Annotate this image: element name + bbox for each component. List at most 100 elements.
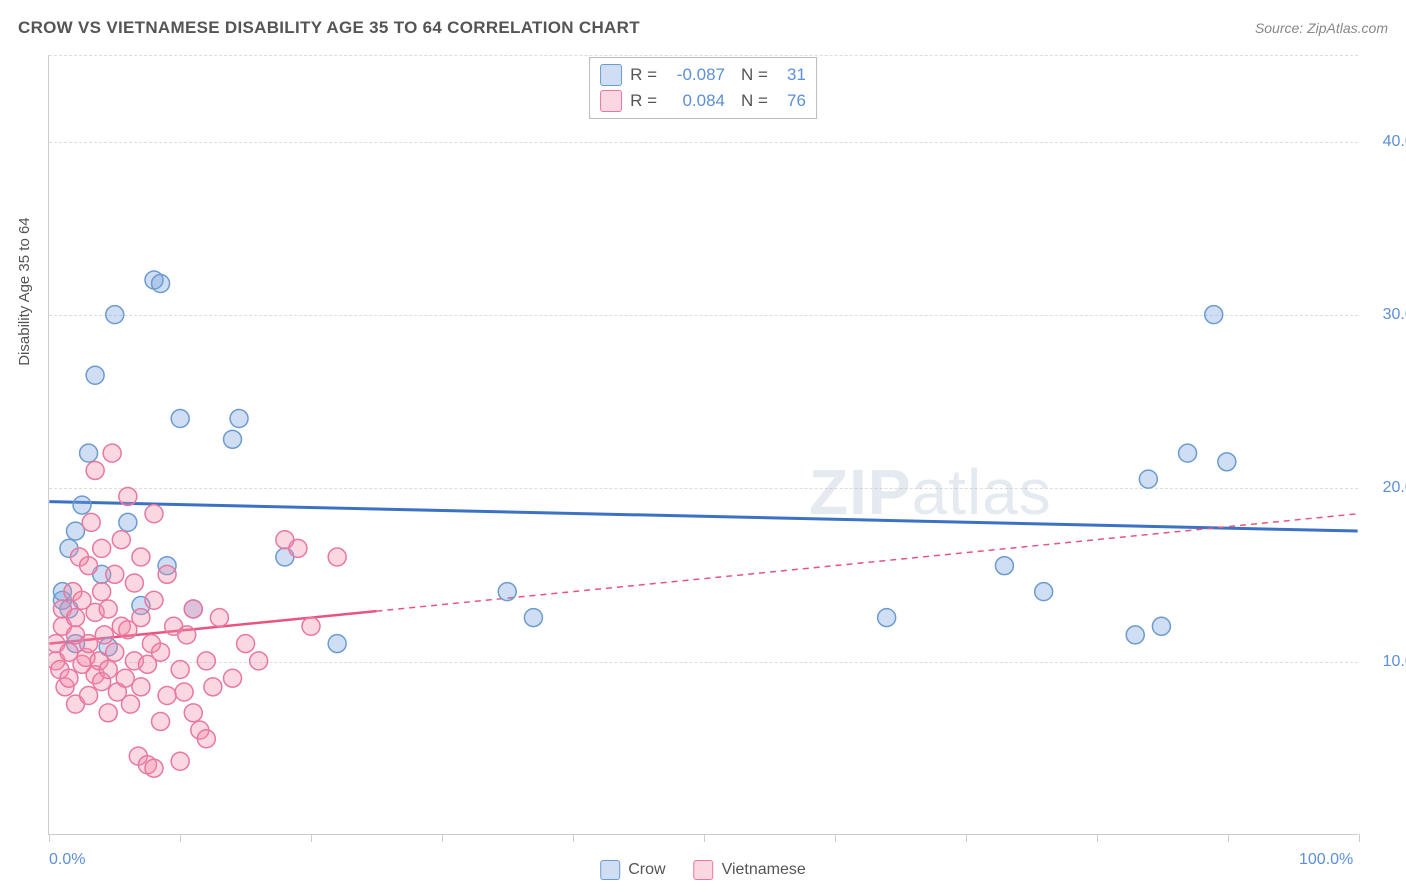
x-tick bbox=[1097, 834, 1098, 842]
r-value-crow: -0.087 bbox=[665, 65, 725, 85]
data-point-vietnamese bbox=[112, 531, 130, 549]
data-point-vietnamese bbox=[99, 704, 117, 722]
data-point-crow bbox=[1152, 617, 1170, 635]
y-axis-title: Disability Age 35 to 64 bbox=[16, 217, 33, 365]
x-tick bbox=[49, 834, 50, 842]
x-tick bbox=[573, 834, 574, 842]
data-point-vietnamese bbox=[178, 626, 196, 644]
swatch-crow-icon bbox=[600, 860, 620, 880]
data-point-vietnamese bbox=[93, 583, 111, 601]
swatch-vietnamese-icon bbox=[694, 860, 714, 880]
data-point-crow bbox=[1179, 444, 1197, 462]
data-point-vietnamese bbox=[80, 687, 98, 705]
data-point-crow bbox=[230, 410, 248, 428]
data-point-crow bbox=[1035, 583, 1053, 601]
data-point-vietnamese bbox=[171, 661, 189, 679]
legend-row-crow: R = -0.087 N = 31 bbox=[600, 62, 806, 88]
legend-series: Crow Vietnamese bbox=[600, 860, 806, 880]
y-tick-label: 20.0% bbox=[1368, 479, 1406, 497]
x-tick bbox=[442, 834, 443, 842]
data-point-vietnamese bbox=[204, 678, 222, 696]
data-point-crow bbox=[524, 609, 542, 627]
r-value-vietnamese: 0.084 bbox=[665, 91, 725, 111]
legend-correlation: R = -0.087 N = 31 R = 0.084 N = 76 bbox=[589, 57, 817, 119]
data-point-vietnamese bbox=[145, 505, 163, 523]
swatch-vietnamese bbox=[600, 90, 622, 112]
data-point-crow bbox=[498, 583, 516, 601]
data-point-vietnamese bbox=[80, 557, 98, 575]
x-tick bbox=[180, 834, 181, 842]
source-label: Source: ZipAtlas.com bbox=[1255, 20, 1388, 36]
x-tick-label: 100.0% bbox=[1299, 851, 1353, 869]
y-tick-label: 30.0% bbox=[1368, 306, 1406, 324]
data-point-vietnamese bbox=[132, 678, 150, 696]
plot-area: ZIPatlas 10.0%20.0%30.0%40.0%0.0%100.0% bbox=[48, 55, 1358, 835]
data-point-vietnamese bbox=[184, 600, 202, 618]
data-point-vietnamese bbox=[106, 565, 124, 583]
data-point-vietnamese bbox=[106, 643, 124, 661]
data-point-crow bbox=[171, 410, 189, 428]
data-point-vietnamese bbox=[145, 759, 163, 777]
data-point-vietnamese bbox=[99, 600, 117, 618]
data-point-vietnamese bbox=[197, 652, 215, 670]
swatch-crow bbox=[600, 64, 622, 86]
r-label: R = bbox=[630, 65, 657, 85]
y-tick-label: 10.0% bbox=[1368, 653, 1406, 671]
data-point-vietnamese bbox=[60, 669, 78, 687]
data-point-crow bbox=[1205, 306, 1223, 324]
x-tick bbox=[835, 834, 836, 842]
data-point-vietnamese bbox=[86, 461, 104, 479]
data-point-vietnamese bbox=[302, 617, 320, 635]
y-tick-label: 40.0% bbox=[1368, 133, 1406, 151]
data-point-vietnamese bbox=[224, 669, 242, 687]
x-tick bbox=[1359, 834, 1360, 842]
data-point-vietnamese bbox=[152, 712, 170, 730]
data-point-vietnamese bbox=[158, 565, 176, 583]
data-point-crow bbox=[119, 513, 137, 531]
data-point-crow bbox=[224, 430, 242, 448]
data-point-vietnamese bbox=[125, 574, 143, 592]
data-point-crow bbox=[878, 609, 896, 627]
data-point-vietnamese bbox=[158, 687, 176, 705]
data-point-crow bbox=[152, 275, 170, 293]
x-tick bbox=[966, 834, 967, 842]
data-point-crow bbox=[106, 306, 124, 324]
data-point-vietnamese bbox=[152, 643, 170, 661]
data-point-vietnamese bbox=[171, 752, 189, 770]
data-point-vietnamese bbox=[184, 704, 202, 722]
legend-item-vietnamese: Vietnamese bbox=[694, 860, 806, 880]
x-tick bbox=[311, 834, 312, 842]
n-label: N = bbox=[741, 65, 768, 85]
data-point-vietnamese bbox=[93, 539, 111, 557]
data-point-vietnamese bbox=[119, 487, 137, 505]
data-point-crow bbox=[1218, 453, 1236, 471]
x-tick bbox=[704, 834, 705, 842]
data-point-vietnamese bbox=[132, 548, 150, 566]
x-tick-label: 0.0% bbox=[49, 851, 85, 869]
data-point-vietnamese bbox=[95, 626, 113, 644]
r-label: R = bbox=[630, 91, 657, 111]
n-value-crow: 31 bbox=[776, 65, 806, 85]
data-point-vietnamese bbox=[210, 609, 228, 627]
data-point-vietnamese bbox=[103, 444, 121, 462]
data-point-vietnamese bbox=[99, 661, 117, 679]
data-point-vietnamese bbox=[250, 652, 268, 670]
data-point-crow bbox=[73, 496, 91, 514]
chart-title: CROW VS VIETNAMESE DISABILITY AGE 35 TO … bbox=[18, 18, 640, 38]
data-point-crow bbox=[1126, 626, 1144, 644]
data-point-vietnamese bbox=[121, 695, 139, 713]
legend-label-vietnamese: Vietnamese bbox=[722, 861, 806, 879]
n-label: N = bbox=[741, 91, 768, 111]
data-point-vietnamese bbox=[132, 609, 150, 627]
scatter-svg bbox=[49, 55, 1358, 834]
data-point-crow bbox=[328, 635, 346, 653]
data-point-vietnamese bbox=[237, 635, 255, 653]
n-value-vietnamese: 76 bbox=[776, 91, 806, 111]
data-point-vietnamese bbox=[197, 730, 215, 748]
data-point-vietnamese bbox=[82, 513, 100, 531]
data-point-crow bbox=[1139, 470, 1157, 488]
data-point-vietnamese bbox=[289, 539, 307, 557]
data-point-crow bbox=[995, 557, 1013, 575]
x-tick bbox=[1228, 834, 1229, 842]
legend-item-crow: Crow bbox=[600, 860, 665, 880]
